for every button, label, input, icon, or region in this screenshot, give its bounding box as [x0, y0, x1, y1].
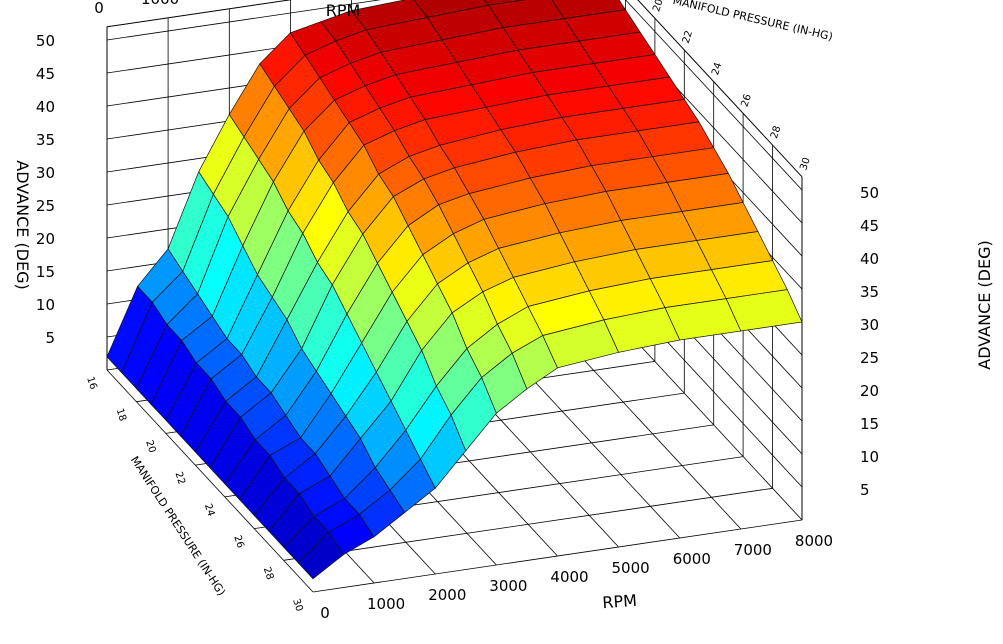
advance-surface	[106, 0, 803, 580]
rpm-tick-bottom: 3000	[489, 577, 527, 595]
map-tick-top: 22	[681, 29, 695, 45]
map-tick-bottom: 22	[172, 471, 186, 487]
advance-tick-left: 35	[36, 131, 55, 149]
advance-tick-left: 45	[36, 65, 55, 83]
map-tick-top: 30	[798, 156, 812, 172]
map-tick-bottom: 20	[143, 439, 157, 455]
advance-tick-right: 35	[860, 283, 879, 301]
advance-tick-right: 10	[860, 448, 879, 466]
map-tick-bottom: 16	[84, 375, 98, 391]
rpm-tick-bottom: 7000	[734, 541, 772, 559]
map-tick-bottom: 24	[202, 502, 216, 518]
rpm-tick-bottom: 1000	[367, 595, 405, 613]
box-edge	[637, 0, 803, 178]
map-tick-bottom: 28	[261, 566, 275, 582]
rpm-tick-bottom: 8000	[795, 532, 833, 550]
floor-gridline	[106, 369, 314, 593]
advance-tick-right: 15	[860, 415, 879, 433]
advance-tick-right: 45	[860, 217, 879, 235]
floor-gridline	[312, 519, 803, 593]
map-axis-title-top: MANIFOLD PRESSURE (IN-HG)	[672, 0, 834, 43]
rpm-tick-bottom: 6000	[673, 550, 711, 568]
map-tick-bottom: 18	[114, 407, 128, 423]
map-tick-top: 28	[769, 125, 783, 141]
advance-tick-right: 25	[860, 349, 879, 367]
advance-tick-right: 50	[860, 184, 879, 202]
map-tick-top: 26	[740, 93, 754, 109]
rpm-tick-bottom: 5000	[612, 559, 650, 577]
floor-gridline	[283, 487, 773, 561]
map-tick-bottom: 26	[231, 534, 245, 550]
advance-tick-left: 20	[36, 230, 55, 248]
advance-tick-left: 50	[36, 32, 55, 50]
advance-tick-left: 5	[45, 329, 55, 347]
advance-tick-right: 20	[860, 382, 879, 400]
advance-tick-left: 15	[36, 263, 55, 281]
advance-tick-left: 10	[36, 296, 55, 314]
rpm-axis-title-bottom: RPM	[602, 591, 638, 612]
tick-labels: 0 1000 2000 3000 4000 5000 6000 7000 8000 0 1000 20…	[36, 0, 879, 622]
advance-tick-left: 25	[36, 197, 55, 215]
advance-axis-title-right: ADVANCE (DEG)	[975, 240, 994, 370]
map-tick-top: 24	[710, 61, 724, 77]
side-wall-gridline	[625, 0, 803, 191]
rpm-tick-bottom: 2000	[428, 586, 466, 604]
advance-tick-right: 40	[860, 250, 879, 268]
rpm-tick-top: 0	[94, 0, 104, 17]
rpm-tick-bottom: 4000	[550, 568, 588, 586]
map-tick-bottom: 30	[290, 597, 304, 613]
rpm-axis-title-top: RPM	[326, 1, 361, 20]
advance-tick-right: 30	[860, 316, 879, 334]
advance-axis-title-left: ADVANCE (DEG)	[13, 160, 32, 290]
surface-cell	[725, 289, 803, 332]
advance-tick-right: 5	[860, 481, 870, 499]
rpm-tick-bottom: 0	[320, 604, 330, 622]
advance-tick-left: 30	[36, 164, 55, 182]
rpm-tick-top: 1000	[141, 0, 179, 8]
advance-tick-left: 40	[36, 98, 55, 116]
box-edge	[106, 0, 293, 28]
map-tick-top: 20	[651, 0, 665, 13]
